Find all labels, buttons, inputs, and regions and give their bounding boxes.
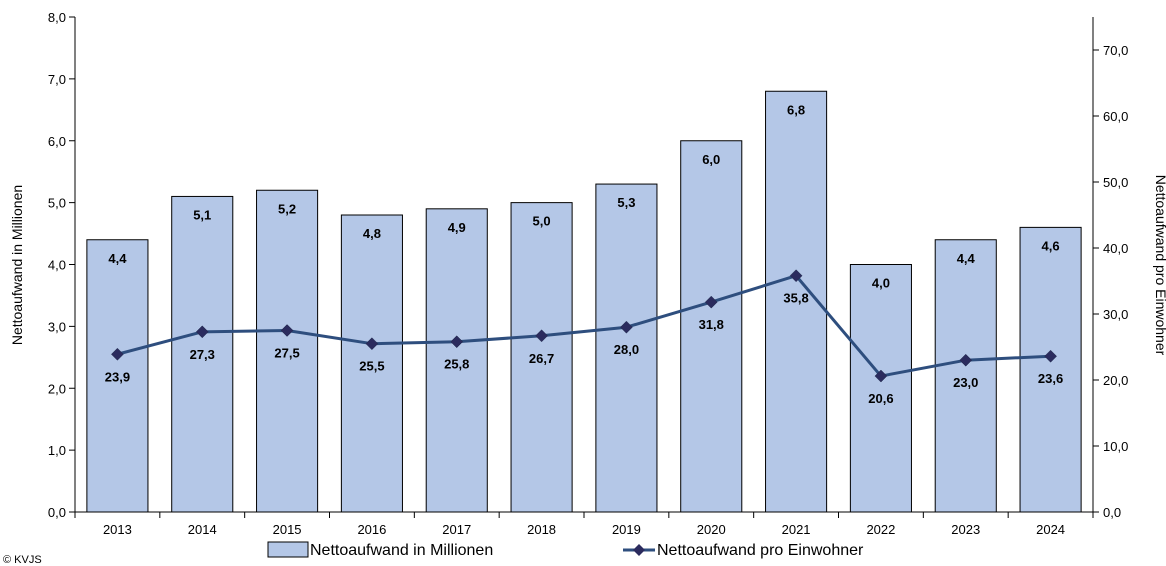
bar-label-2023: 4,4 (957, 251, 976, 266)
y-left-tick-label: 8,0 (48, 10, 66, 25)
y-left-tick-label: 3,0 (48, 319, 66, 334)
line-label-2019: 28,0 (614, 342, 639, 357)
bar-label-2015: 5,2 (278, 201, 296, 216)
line-label-2017: 25,8 (444, 357, 469, 372)
bar-2015 (256, 189, 319, 513)
x-tick-label-2023: 2023 (951, 522, 980, 537)
y-right-tick-label: 70,0 (1103, 43, 1128, 58)
line-label-2022: 20,6 (868, 391, 893, 406)
line-label-2013: 23,9 (105, 369, 130, 384)
line-label-2018: 26,7 (529, 351, 554, 366)
x-tick-label-2014: 2014 (188, 522, 217, 537)
bar-2020 (680, 140, 743, 513)
x-tick-label-2024: 2024 (1036, 522, 1065, 537)
data-labels: 4,4 5,1 5,2 4,8 4,9 5,0 5,3 6,0 6,8 4,0 4,4 4,6 23,9… (105, 102, 1063, 406)
legend-label-line: Nettoaufwand pro Einwohner (657, 542, 864, 559)
bar-2024 (1019, 226, 1082, 513)
y-right-tick-label: 40,0 (1103, 241, 1128, 256)
y-right-tick-label: 50,0 (1103, 175, 1128, 190)
line-label-2021: 35,8 (783, 291, 808, 306)
y-left-tick-label: 7,0 (48, 72, 66, 87)
line-point-2018 (535, 329, 548, 343)
line-label-2016: 25,5 (359, 359, 384, 374)
y-left-tick-label: 2,0 (48, 381, 66, 396)
y-left-tick-label: 4,0 (48, 258, 66, 273)
y-right-tick-label: 0,0 (1103, 505, 1121, 520)
x-tick-label-2013: 2013 (103, 522, 132, 537)
line-label-2020: 31,8 (699, 317, 724, 332)
legend-label-bar: Nettoaufwand in Millionen (310, 542, 493, 559)
x-tick-label-2017: 2017 (442, 522, 471, 537)
axes: 0,0 1,0 2,0 3,0 4,0 5,0 6,0 7,0 8,0 0,0 10,0 20,0 30… (48, 10, 1128, 537)
bar-2018 (510, 202, 573, 513)
line-point-2013 (111, 347, 124, 361)
line-label-2023: 23,0 (953, 375, 978, 390)
bar-label-2016: 4,8 (363, 226, 381, 241)
y-left-tick-label: 5,0 (48, 196, 66, 211)
line-series (111, 269, 1057, 383)
y-right-tick-label: 10,0 (1103, 439, 1128, 454)
y-left-tick-label: 6,0 (48, 134, 66, 149)
line-label-2015: 27,5 (274, 346, 299, 361)
legend-marker (633, 544, 645, 556)
bar-label-2020: 6,0 (702, 152, 720, 167)
bar-label-2013: 4,4 (108, 251, 127, 266)
x-tick-label-2015: 2015 (273, 522, 302, 537)
bar-2013 (86, 239, 149, 513)
bar-2023 (934, 239, 997, 513)
bar-2017 (425, 208, 488, 513)
line-label-2024: 23,6 (1038, 371, 1063, 386)
legend: Nettoaufwand in Millionen Nettoaufwand p… (267, 541, 864, 559)
y-right-tick-label: 60,0 (1103, 109, 1128, 124)
y-left-tick-label: 1,0 (48, 443, 66, 458)
bar-label-2024: 4,6 (1042, 238, 1060, 253)
line-point-2017 (450, 335, 464, 349)
bar-label-2014: 5,1 (193, 207, 211, 222)
y-left-tick-label: 0,0 (48, 505, 66, 520)
x-tick-label-2019: 2019 (612, 522, 641, 537)
legend-swatch-bar (267, 541, 309, 558)
bar-label-2022: 4,0 (872, 276, 890, 291)
line-path (117, 274, 1051, 378)
bar-2016 (340, 214, 403, 513)
x-tick-label-2020: 2020 (697, 522, 726, 537)
line-point-2019 (620, 320, 633, 334)
line-point-2020 (704, 295, 718, 309)
line-point-2023 (959, 353, 973, 367)
bar-label-2019: 5,3 (617, 195, 635, 210)
bar-label-2017: 4,9 (448, 220, 466, 235)
bar-2014 (171, 195, 234, 513)
y-right-tick-label: 20,0 (1103, 373, 1128, 388)
line-point-2016 (365, 337, 379, 351)
bar-series (86, 90, 1082, 513)
x-tick-label-2018: 2018 (527, 522, 556, 537)
line-point-2015 (280, 324, 294, 337)
y-axis-right-title: Nettoaufwand pro Einwohner (1153, 175, 1166, 356)
line-label-2014: 27,3 (190, 347, 215, 362)
x-tick-label-2016: 2016 (357, 522, 386, 537)
x-tick-label-2021: 2021 (782, 522, 811, 537)
y-right-tick-label: 30,0 (1103, 307, 1128, 322)
bar-label-2018: 5,0 (533, 214, 551, 229)
y-axis-left-title: Nettoaufwand in Millionen (9, 185, 25, 345)
line-point-2014 (195, 325, 209, 339)
line-point-2024 (1044, 349, 1057, 363)
bar-2022 (849, 264, 912, 513)
copyright-note: © KVJS (3, 554, 42, 566)
line-point-2022 (874, 369, 888, 383)
line-point-2021 (789, 269, 803, 283)
bar-label-2021: 6,8 (787, 102, 805, 117)
x-tick-label-2022: 2022 (866, 522, 895, 537)
